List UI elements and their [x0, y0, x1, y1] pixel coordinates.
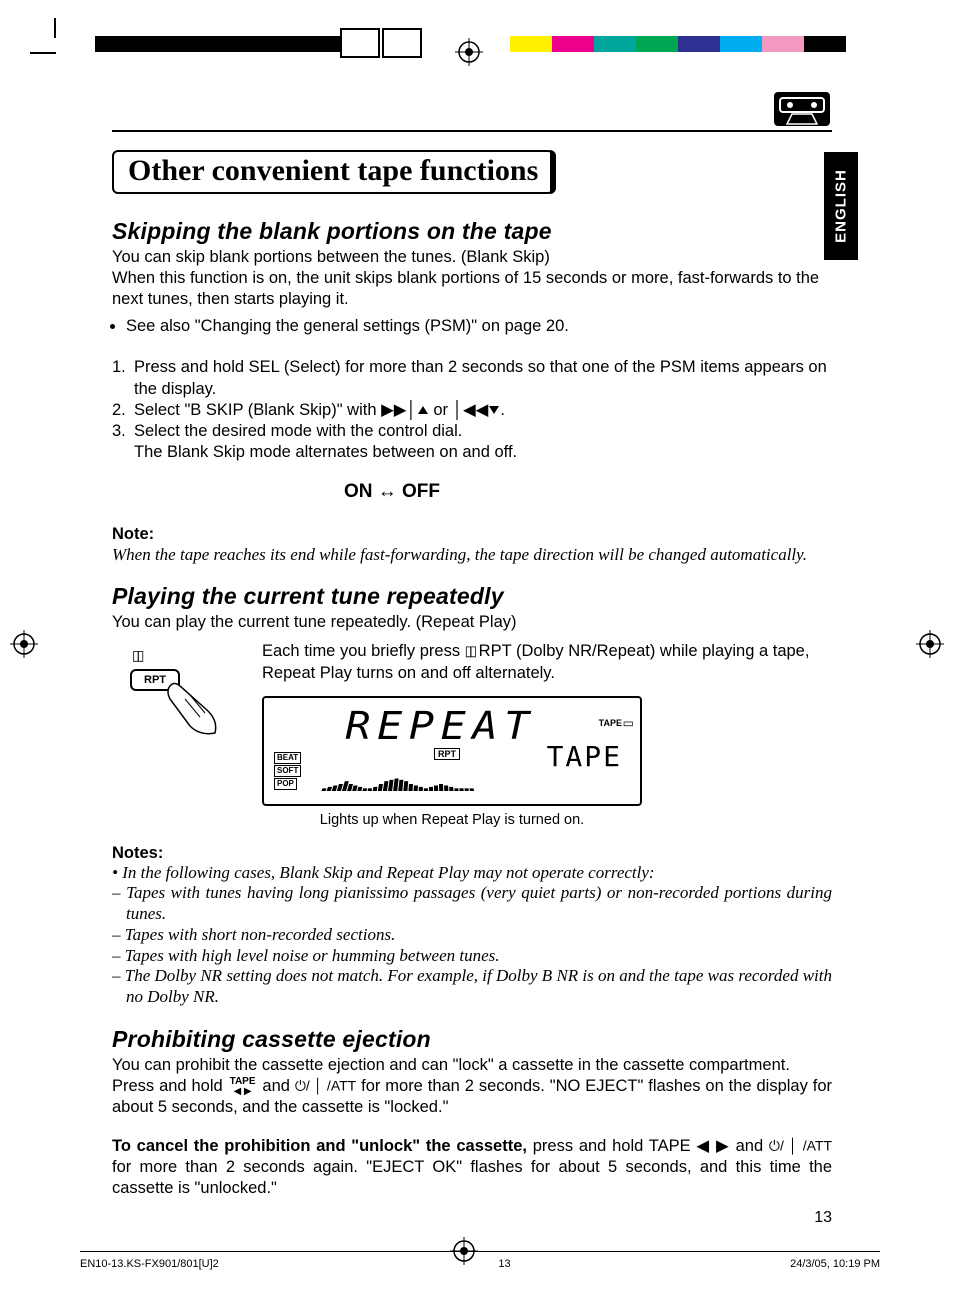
- step-number: 1.: [112, 357, 134, 399]
- header-rule: [112, 130, 832, 132]
- color-swatch: [552, 36, 594, 52]
- ff-up-icon: ▶▶│: [381, 400, 429, 421]
- display-spectrum: [321, 777, 542, 791]
- crop-mark: [30, 52, 56, 54]
- color-swatch: [678, 36, 720, 52]
- skip-step-2: Select "B SKIP (Blank Skip)" with ▶▶│ or…: [134, 400, 505, 421]
- registration-target-icon: [450, 1237, 478, 1270]
- crop-mark: [54, 18, 56, 38]
- note-label: Note:: [112, 525, 832, 544]
- registration-target-icon: [916, 630, 944, 663]
- finger-icon: [160, 681, 230, 741]
- heading-repeat: Playing the current tune repeatedly: [112, 583, 832, 610]
- color-swatch: [804, 36, 846, 52]
- repeat-intro: You can play the current tune repeatedly…: [112, 612, 832, 633]
- footer-filename: EN10-13.KS-FX901/801[U]2: [80, 1258, 219, 1270]
- note-item: – Tapes with tunes having long pianissim…: [112, 883, 832, 924]
- eject-p2: Press and hold TAPE◀ ▶ and ⏻/ │ /ATT for…: [112, 1076, 832, 1118]
- note-item: – The Dolby NR setting does not match. F…: [112, 966, 832, 1007]
- repeat-body: Each time you briefly press ▯▯ RPT (Dolb…: [262, 641, 832, 683]
- footer-page: 13: [498, 1258, 510, 1270]
- page-number: 13: [814, 1209, 832, 1227]
- footer-timestamp: 24/3/05, 10:19 PM: [790, 1258, 880, 1270]
- tape-button-icon: TAPE◀ ▶: [230, 1077, 256, 1097]
- note-item: – Tapes with short non-recorded sections…: [112, 925, 832, 946]
- display-caption: Lights up when Repeat Play is turned on.: [262, 812, 642, 828]
- black-bar: [95, 36, 375, 52]
- heading-eject: Prohibiting cassette ejection: [112, 1026, 832, 1053]
- print-footer: EN10-13.KS-FX901/801[U]2 13 24/3/05, 10:…: [80, 1251, 880, 1270]
- cassette-icon: ▭: [623, 716, 634, 730]
- note-item: – Tapes with high level noise or humming…: [112, 946, 832, 967]
- dolby-icon: ▯▯: [465, 643, 474, 659]
- cassette-icon: [772, 90, 832, 128]
- heading-skip: Skipping the blank portions on the tape: [112, 218, 832, 245]
- skip-bullets: See also "Changing the general settings …: [112, 316, 832, 337]
- skip-note: When the tape reaches its end while fast…: [112, 544, 832, 565]
- note-item: • In the following cases, Blank Skip and…: [112, 863, 832, 884]
- color-swatch: [762, 36, 804, 52]
- rpt-button-figure: ▯▯ RPT: [112, 641, 262, 741]
- language-tab: ENGLISH: [824, 152, 858, 260]
- skip-intro-2: When this function is on, the unit skips…: [112, 268, 832, 310]
- rw-down-icon: │◀◀: [453, 400, 501, 421]
- skip-steps: 1.Press and hold SEL (Select) for more t…: [112, 357, 832, 463]
- power-att-icon: ⏻/ │ /ATT: [769, 1138, 832, 1154]
- display-tape-big: TAPE: [547, 740, 622, 773]
- step-number: 3.: [112, 421, 134, 442]
- registration-box: [340, 28, 380, 58]
- display-repeat-text: REPEAT: [345, 704, 536, 748]
- repeat-notes: • In the following cases, Blank Skip and…: [112, 863, 832, 1008]
- print-registration-top: [0, 18, 954, 68]
- skip-step-3a: Select the desired mode with the control…: [134, 421, 462, 442]
- display-rpt-indicator: RPT: [434, 748, 460, 760]
- section-title: Other convenient tape functions: [128, 154, 538, 187]
- display-eq-modes: BEAT SOFT POP: [274, 752, 301, 791]
- page-content: ENGLISH Other convenient tape functions …: [112, 130, 832, 1199]
- power-att-icon: ⏻/ │ /ATT: [295, 1078, 356, 1094]
- skip-intro-1: You can skip blank portions between the …: [112, 247, 832, 268]
- section-title-box: Other convenient tape functions: [112, 150, 554, 194]
- skip-bullet-1: See also "Changing the general settings …: [126, 316, 832, 337]
- eject-p3: To cancel the prohibition and "unlock" t…: [112, 1136, 832, 1199]
- display-panel: REPEAT TAPE ▭ TAPE RPT BEAT SOFT POP: [262, 696, 642, 806]
- step-number: 2.: [112, 400, 134, 421]
- display-tape-label: TAPE: [599, 718, 622, 728]
- skip-step-1: Press and hold SEL (Select) for more tha…: [134, 357, 832, 399]
- color-swatch: [720, 36, 762, 52]
- color-swatch: [594, 36, 636, 52]
- color-swatch: [636, 36, 678, 52]
- registration-target-icon: [10, 630, 38, 663]
- on-off-toggle-label: ON ↔ OFF: [0, 481, 832, 503]
- dolby-icon: ▯▯: [132, 647, 141, 664]
- language-label: ENGLISH: [833, 169, 850, 243]
- eject-p1: You can prohibit the cassette ejection a…: [112, 1055, 832, 1076]
- notes-label: Notes:: [112, 844, 832, 863]
- eject-unlock-bold: To cancel the prohibition and "unlock" t…: [112, 1137, 527, 1155]
- color-swatch: [510, 36, 552, 52]
- registration-target-icon: [455, 38, 483, 71]
- skip-step-3b: The Blank Skip mode alternates between o…: [112, 442, 832, 463]
- registration-box: [382, 28, 422, 58]
